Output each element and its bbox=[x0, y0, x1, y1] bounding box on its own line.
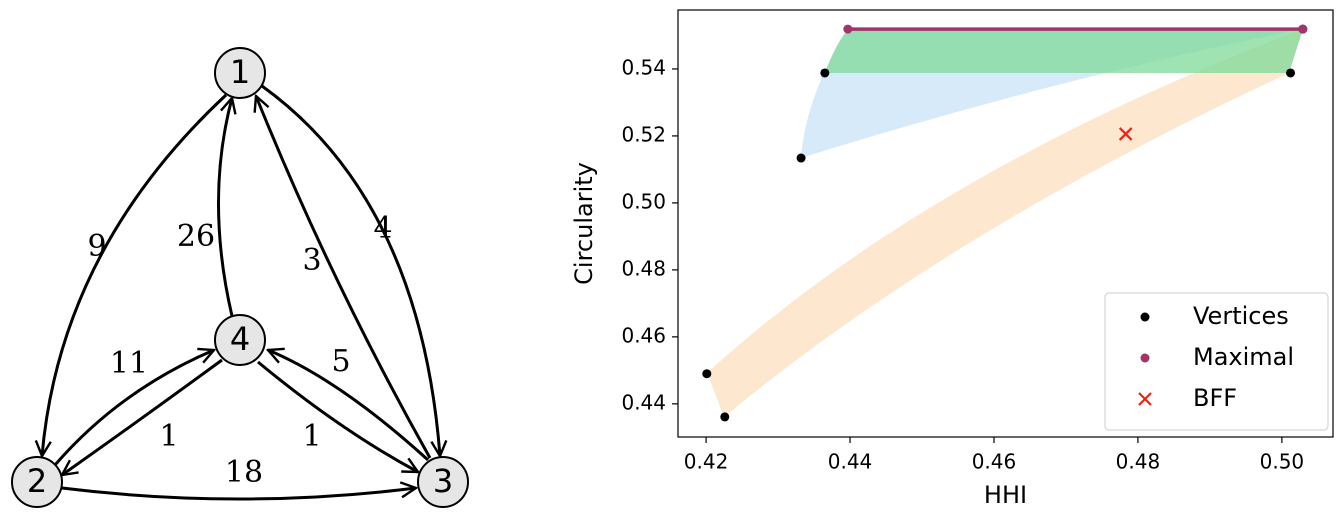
y-tick-label: 0.52 bbox=[621, 122, 666, 146]
node-label: 4 bbox=[230, 320, 250, 358]
node bbox=[214, 47, 266, 99]
point bbox=[843, 24, 853, 34]
edge bbox=[257, 360, 418, 474]
y-tick-label: 0.50 bbox=[621, 189, 666, 213]
region bbox=[825, 29, 1303, 73]
legend-box bbox=[1104, 292, 1329, 431]
point bbox=[1138, 392, 1152, 406]
edge bbox=[217, 98, 233, 317]
legend-label: Maximal bbox=[1193, 343, 1294, 371]
edge bbox=[62, 358, 223, 475]
x-axis-label: HHI bbox=[984, 481, 1027, 509]
edge bbox=[42, 93, 228, 456]
point bbox=[720, 412, 730, 422]
x-tick-label: 0.48 bbox=[1116, 450, 1161, 474]
edge-label: 4 bbox=[373, 211, 392, 246]
point bbox=[1140, 312, 1150, 322]
x-tick-label: 0.44 bbox=[828, 450, 873, 474]
node bbox=[11, 456, 63, 508]
y-tick-label: 0.54 bbox=[621, 55, 666, 79]
edge bbox=[268, 350, 430, 462]
x-tick-label: 0.50 bbox=[1260, 450, 1305, 474]
edge bbox=[53, 350, 214, 466]
point bbox=[1298, 24, 1308, 34]
edge-label: 11 bbox=[110, 346, 148, 381]
point bbox=[1118, 127, 1133, 141]
node-label: 1 bbox=[230, 53, 250, 91]
point bbox=[702, 369, 712, 379]
point bbox=[1140, 353, 1150, 363]
y-tick-label: 0.44 bbox=[621, 390, 666, 414]
node bbox=[214, 314, 266, 366]
node bbox=[417, 456, 469, 508]
x-tick-label: 0.46 bbox=[972, 450, 1017, 474]
edge-label: 1 bbox=[159, 419, 178, 454]
y-axis-label: Circularity bbox=[570, 162, 598, 285]
edge-label: 18 bbox=[225, 455, 263, 490]
graph: 1 2 3 4 9 26 3 4 11 1 5 1 18 bbox=[11, 47, 469, 508]
edge-label: 26 bbox=[177, 219, 215, 254]
edge-label: 9 bbox=[87, 229, 106, 264]
y-tick-label: 0.46 bbox=[621, 323, 666, 347]
edge-label: 1 bbox=[302, 419, 321, 454]
node-label: 2 bbox=[27, 462, 47, 500]
edge-label: 5 bbox=[331, 344, 350, 379]
point bbox=[1286, 68, 1296, 78]
point bbox=[820, 68, 830, 78]
plot-frame bbox=[677, 9, 1334, 438]
edge bbox=[256, 96, 432, 459]
edge bbox=[261, 84, 440, 456]
chart: 0.42 0.44 0.46 0.48 0.50 0.44 0.46 0.48 0.50 0.52… bbox=[570, 9, 1334, 509]
point bbox=[796, 153, 806, 163]
edge bbox=[61, 488, 416, 501]
node-label: 3 bbox=[433, 462, 453, 500]
edge-label: 3 bbox=[302, 243, 321, 278]
x-tick-label: 0.42 bbox=[684, 450, 729, 474]
y-tick-label: 0.48 bbox=[621, 256, 666, 280]
point-cross bbox=[1138, 392, 1152, 406]
legend-label: Vertices bbox=[1193, 302, 1289, 330]
region bbox=[707, 29, 1303, 417]
point-cross bbox=[1118, 127, 1133, 141]
legend-label: BFF bbox=[1193, 384, 1237, 412]
